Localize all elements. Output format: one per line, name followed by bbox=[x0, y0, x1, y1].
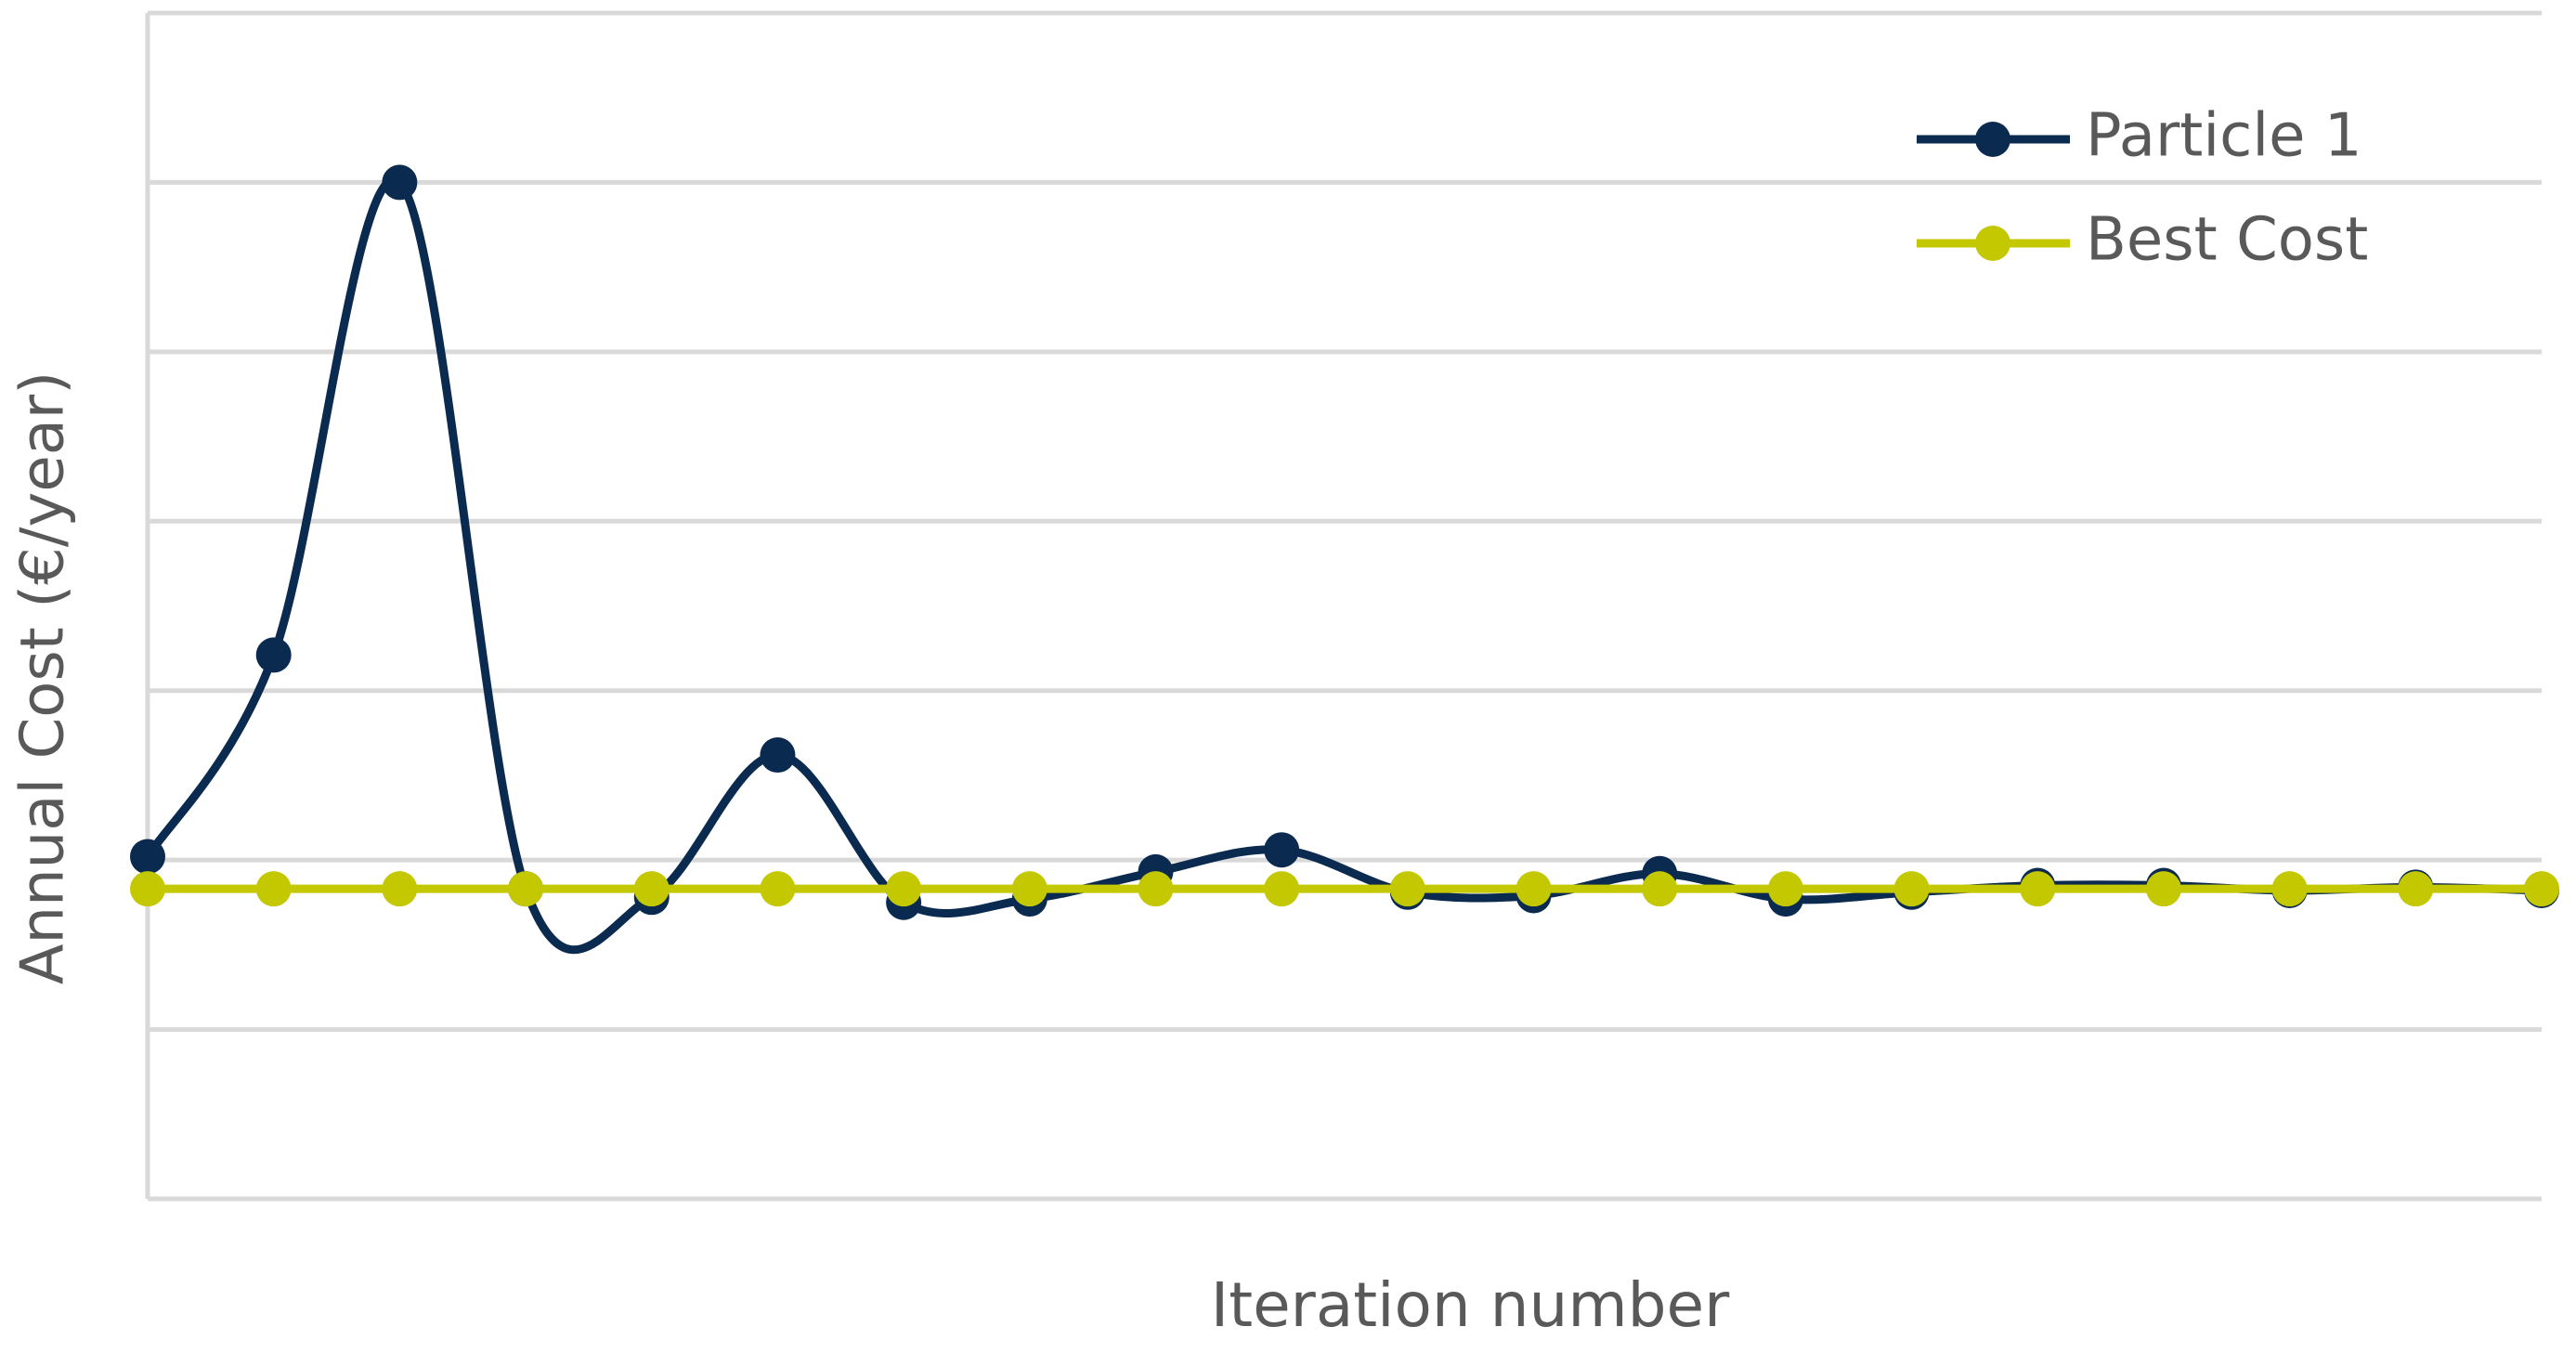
data-point bbox=[2271, 871, 2308, 907]
data-point bbox=[382, 164, 418, 201]
grid bbox=[148, 10, 2542, 1202]
data-point bbox=[1011, 871, 1047, 907]
data-point bbox=[886, 871, 922, 907]
data-point bbox=[2145, 871, 2181, 907]
plot-area bbox=[130, 164, 2559, 955]
data-point bbox=[1767, 871, 1803, 907]
legend: Particle 1 Best Cost bbox=[1917, 102, 2368, 275]
data-point bbox=[255, 871, 292, 907]
data-point bbox=[1893, 871, 1930, 907]
data-point bbox=[2524, 871, 2559, 907]
legend-label: Particle 1 bbox=[2086, 102, 2362, 171]
data-point bbox=[382, 871, 418, 907]
data-point bbox=[1138, 871, 1174, 907]
y-axis-title: Annual Cost (€/year) bbox=[9, 371, 78, 984]
data-point bbox=[760, 871, 796, 907]
data-point bbox=[1264, 871, 1300, 907]
data-point bbox=[2020, 871, 2056, 907]
data-point bbox=[508, 871, 544, 907]
data-point bbox=[633, 871, 670, 907]
data-point bbox=[760, 737, 796, 774]
data-point bbox=[255, 637, 292, 673]
legend-marker bbox=[1975, 122, 2010, 157]
data-point bbox=[130, 871, 165, 907]
legend-marker bbox=[1975, 226, 2010, 261]
data-point bbox=[1264, 832, 1300, 868]
legend-label: Best Cost bbox=[2086, 206, 2368, 275]
series-line bbox=[144, 176, 2543, 955]
data-point bbox=[2398, 871, 2434, 907]
data-point bbox=[1389, 871, 1425, 907]
data-point bbox=[1516, 871, 1552, 907]
data-point bbox=[1642, 871, 1678, 907]
data-point bbox=[130, 839, 165, 875]
x-axis-title: Iteration number bbox=[1211, 1269, 1730, 1341]
